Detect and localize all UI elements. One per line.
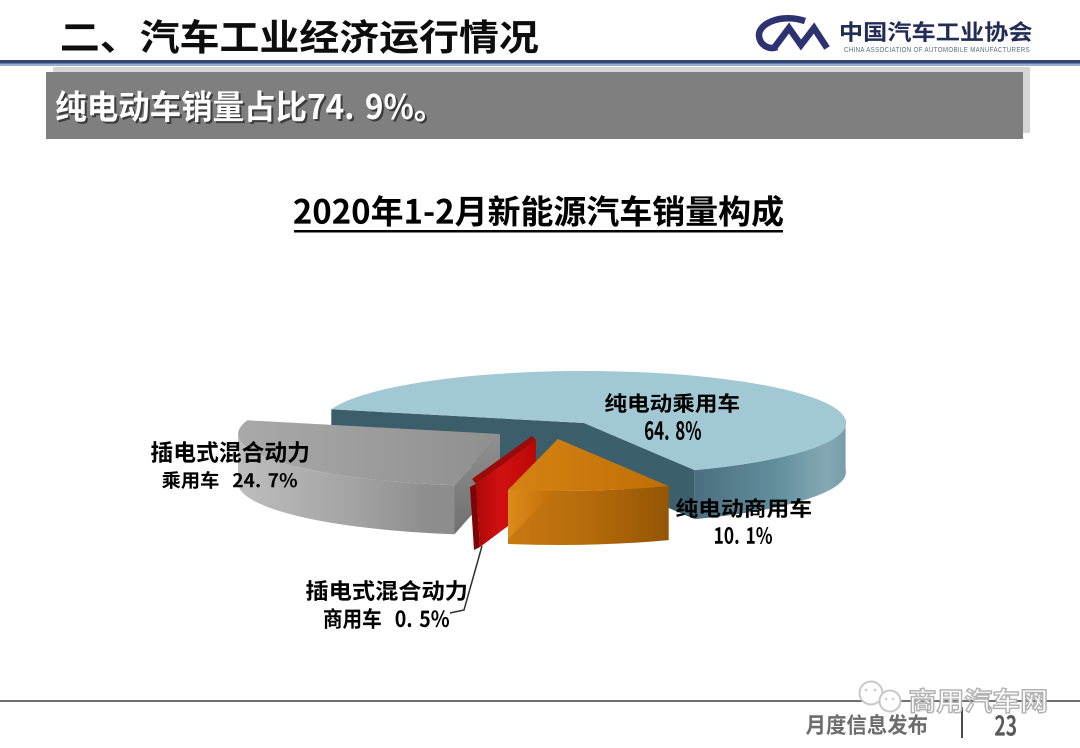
svg-text:CHINA ASSOCIATION OF AUTOMOBIL: CHINA ASSOCIATION OF AUTOMOBILE MANUFACT… xyxy=(844,47,1030,54)
